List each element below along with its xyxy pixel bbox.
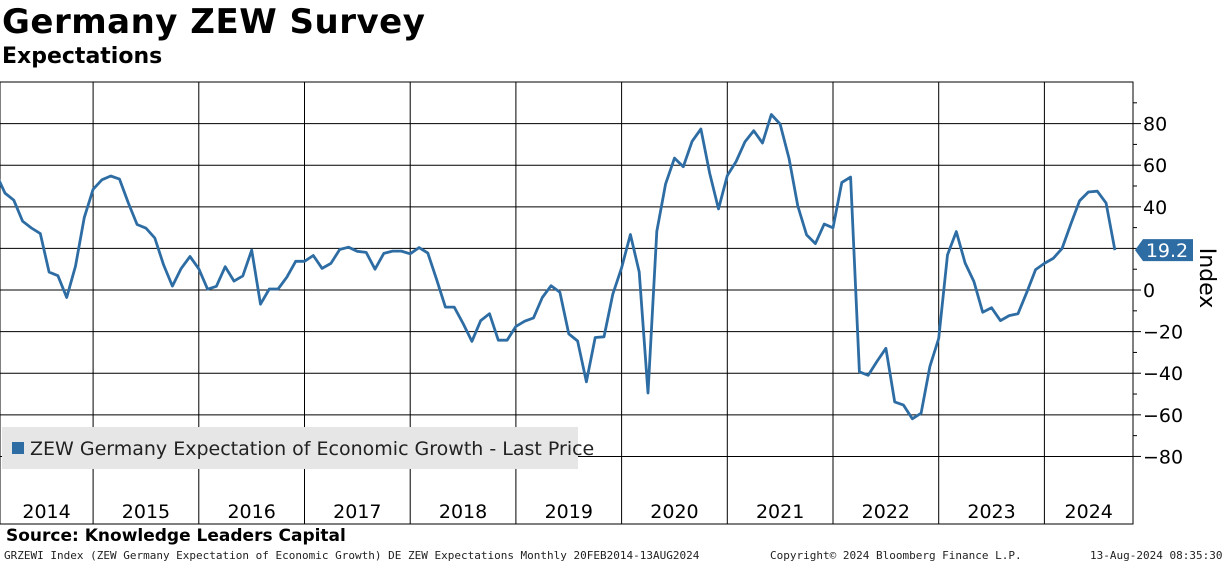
copyright: Copyright© 2024 Bloomberg Finance L.P. [770,549,1022,562]
y-tick-label: 40 [1143,197,1167,219]
x-year-label: 2017 [333,501,381,523]
x-year-label: 2023 [967,501,1015,523]
plot-frame [0,81,1134,525]
y-tick-label: −60 [1143,405,1183,427]
x-year-label: 2024 [1065,501,1113,523]
x-year-label: 2014 [22,501,70,523]
y-tick-label: −20 [1143,322,1183,344]
y-tick-label: 60 [1143,155,1167,177]
ticker-info: GRZEWI Index (ZEW Germany Expectation of… [4,549,700,562]
source-note: Source: Knowledge Leaders Capital [6,526,346,546]
last-value-marker [1135,239,1193,262]
legend-label: ZEW Germany Expectation of Economic Grow… [30,438,594,460]
x-year-label: 2020 [650,501,698,523]
y-axis-label: Index [1194,248,1219,309]
x-year-label: 2019 [545,501,593,523]
y-tick-label: −40 [1143,363,1183,385]
x-year-label: 2016 [227,501,275,523]
y-tick-label: 80 [1143,114,1167,136]
x-year-label: 2015 [122,501,170,523]
last-value-label: 19.2 [1146,240,1188,262]
x-year-label: 2021 [756,501,804,523]
x-year-label: 2018 [439,501,487,523]
legend-swatch [12,442,24,454]
legend-box [2,427,578,469]
timestamp: 13-Aug-2024 08:35:30 [1090,549,1223,562]
x-year-label: 2022 [862,501,910,523]
y-tick-label: −80 [1143,446,1183,468]
y-tick-label: 0 [1143,280,1155,302]
series-line [0,113,1117,421]
chart-title: Germany ZEW Survey [2,2,426,42]
chart-subtitle: Expectations [2,44,163,69]
